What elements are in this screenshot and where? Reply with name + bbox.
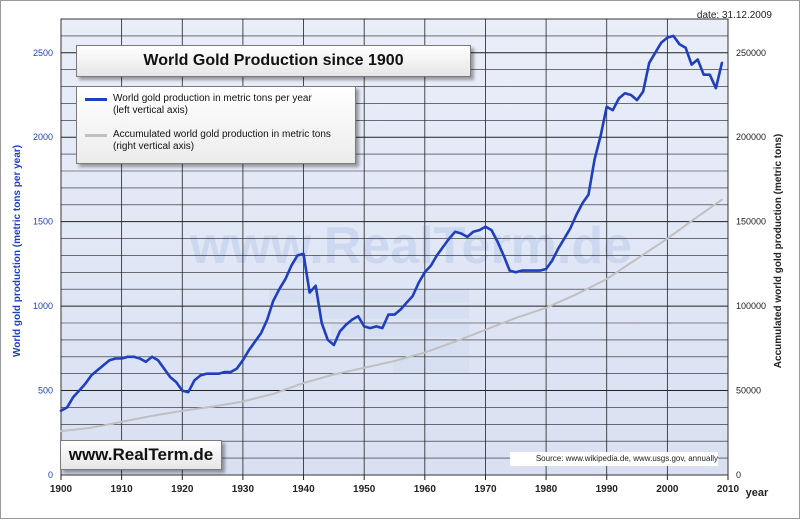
brand-label: www.RealTerm.de <box>68 445 214 464</box>
y-left-tick-label: 0 <box>48 470 53 480</box>
brand-box: www.RealTerm.de <box>60 440 222 470</box>
legend-note-annual: (left vertical axis) <box>113 105 189 116</box>
y-left-tick-label: 1500 <box>33 217 53 227</box>
legend-text-accumulated: Accumulated world gold production in met… <box>113 129 331 153</box>
legend-swatch-accumulated <box>85 134 107 137</box>
y-right-tick-label: 250000 <box>736 48 766 58</box>
series-line-annual <box>59 34 724 413</box>
y-right-axis-label: Accumulated world gold production (metri… <box>773 134 784 368</box>
legend-entry-accumulated: Accumulated world gold production in met… <box>85 129 331 153</box>
x-tick-label: 1940 <box>292 484 315 495</box>
x-tick-label: 1920 <box>171 484 194 495</box>
y-right-tick-label: 50000 <box>736 386 761 396</box>
x-tick-label: 2000 <box>656 484 679 495</box>
y-left-axis-ticks: 0 500 1000 1500 2000 2500 <box>33 48 53 480</box>
legend-swatch-annual <box>85 98 107 101</box>
chart-title-box: World Gold Production since 1900 <box>76 45 471 77</box>
x-tick-label: 1900 <box>50 484 73 495</box>
x-axis-label: year <box>746 487 769 499</box>
x-tick-label: 1970 <box>474 484 497 495</box>
x-tick-label: 1910 <box>111 484 134 495</box>
y-left-tick-label: 2000 <box>33 132 53 142</box>
legend-text-annual: World gold production in metric tons per… <box>113 93 312 117</box>
chart-title: World Gold Production since 1900 <box>143 52 404 69</box>
y-right-tick-label: 150000 <box>736 217 766 227</box>
legend-label-accumulated: Accumulated world gold production in met… <box>113 129 331 140</box>
x-tick-label: 1950 <box>353 484 376 495</box>
x-tick-label: 1960 <box>414 484 437 495</box>
y-right-tick-label: 200000 <box>736 132 766 142</box>
x-axis-ticks: 1900 1910 1920 1930 1940 1950 1960 1970 1980 1990… <box>50 475 740 495</box>
grid <box>61 19 728 475</box>
legend-label-annual: World gold production in metric tons per… <box>113 93 312 104</box>
y-left-tick-label: 500 <box>38 386 53 396</box>
watermark-text: www.RealTerm.de <box>189 217 632 275</box>
y-right-axis-ticks: 0 50000 100000 150000 200000 250000 <box>736 48 766 480</box>
x-tick-label: 1990 <box>596 484 619 495</box>
x-tick-label: 1930 <box>232 484 255 495</box>
y-right-tick-label: 0 <box>736 470 741 480</box>
date-label: date: 31.12.2009 <box>696 10 772 21</box>
y-left-axis-label: World gold production (metric tons per y… <box>12 145 23 357</box>
legend-entry-annual: World gold production in metric tons per… <box>85 93 312 117</box>
source-label: Source: www.wikipedia.de, www.usgs.gov, … <box>510 452 718 466</box>
y-left-tick-label: 1000 <box>33 301 53 311</box>
series-line-accumulated <box>60 198 723 433</box>
x-tick-label: 2010 <box>717 484 740 495</box>
series-layer <box>59 34 724 433</box>
legend-note-accumulated: (right vertical axis) <box>113 141 195 152</box>
y-right-tick-label: 100000 <box>736 301 766 311</box>
x-tick-label: 1980 <box>535 484 558 495</box>
legend: World gold production in metric tons per… <box>76 86 356 164</box>
y-left-tick-label: 2500 <box>33 48 53 58</box>
